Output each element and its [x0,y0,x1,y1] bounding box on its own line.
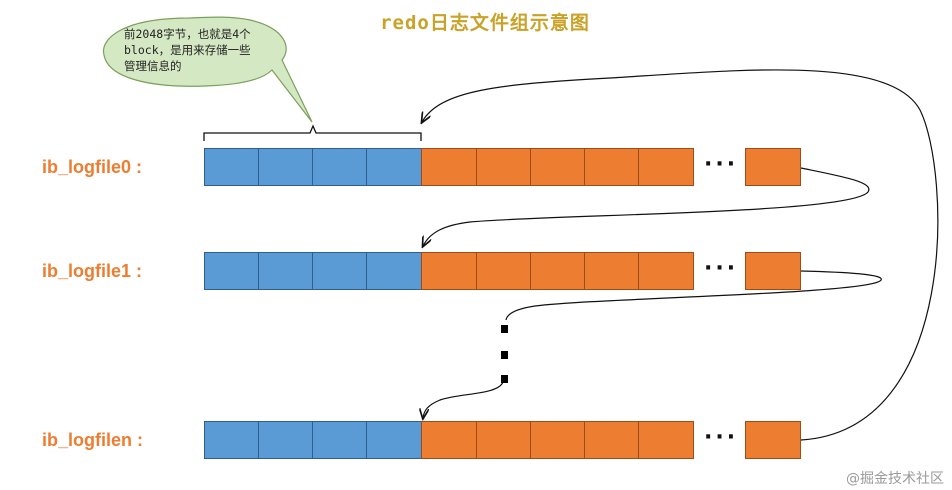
diagram-title: redo日志文件组示意图 [380,12,590,34]
brace [203,124,422,141]
data-block-last [745,421,801,459]
data-block [584,421,639,459]
link-arrow-1-dots [505,270,882,321]
header-block [312,421,367,459]
vertical-dot [501,351,508,359]
data-block [476,252,531,290]
header-block [204,252,259,290]
header-block [204,148,259,186]
vertical-dot [501,375,508,383]
data-block-last [745,148,801,186]
header-block [366,252,422,290]
ellipsis: ··· [704,425,739,450]
callout-bubble [102,16,313,123]
header-block [312,148,367,186]
data-block [476,148,531,186]
callout-line-1: 前2048字节，也就是4个 [124,27,251,41]
data-block [476,421,531,459]
watermark: @掘金技术社区 [846,471,944,487]
data-block [584,252,639,290]
loop-arrow-outer [422,69,939,441]
data-block [638,252,694,290]
header-block [258,252,313,290]
header-block [366,148,422,186]
ellipsis: ··· [704,152,739,177]
data-block [584,148,639,186]
header-block [366,421,422,459]
row-label-logfile1: ib_logfile1 : [42,261,143,281]
ellipsis: ··· [704,256,739,281]
data-block-last [745,252,801,290]
row-label-logfile0: ib_logfile0 : [42,157,143,177]
data-block [421,148,477,186]
data-block [638,148,694,186]
data-block [421,421,477,459]
header-block [258,148,313,186]
link-arrow-0-1 [423,167,870,246]
row-label-logfilen: ib_logfilen : [42,430,143,450]
header-block [312,252,367,290]
header-block [258,421,313,459]
link-arrow-dots-n [423,381,504,418]
data-block [530,148,585,186]
data-block [530,421,585,459]
vertical-dot [501,325,508,333]
data-block [638,421,694,459]
callout-line-3: 管理信息的 [124,59,182,73]
data-block [530,252,585,290]
header-block [204,421,259,459]
callout-text: 前2048字节，也就是4个 block，是用来存储一些 管理信息的 [124,26,274,74]
data-block [421,252,477,290]
callout-line-2: block，是用来存储一些 [124,43,251,57]
